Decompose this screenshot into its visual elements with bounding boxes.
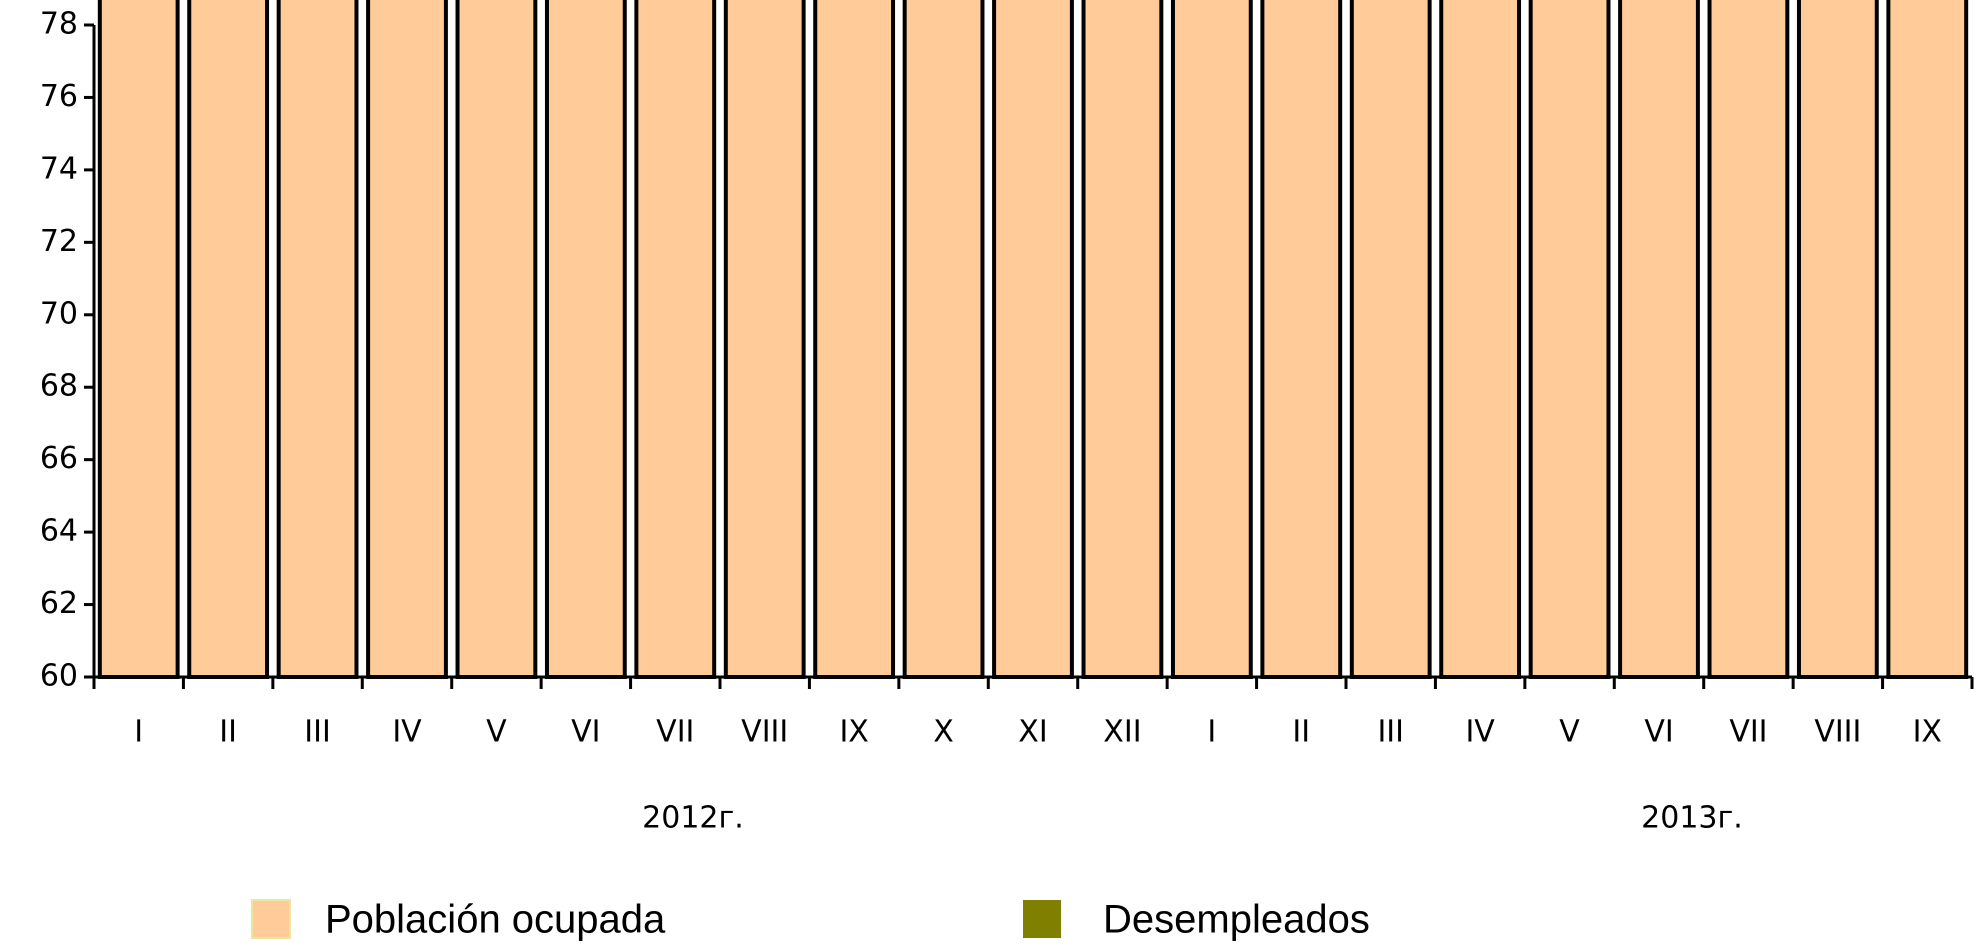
x-tick-label: IX xyxy=(1913,715,1942,750)
x-tick-label: XII xyxy=(1103,715,1141,750)
x-tick-label: III xyxy=(304,715,331,750)
legend-label: Desempleados xyxy=(1103,898,1370,942)
y-tick-label: 78 xyxy=(40,7,78,42)
x-tick-label: II xyxy=(219,715,237,750)
bar-segment xyxy=(1886,0,1969,679)
x-tick-label: I xyxy=(1207,715,1216,750)
legend-swatch xyxy=(1023,900,1061,938)
x-tick-label: V xyxy=(1559,715,1580,750)
bar-segment xyxy=(723,0,806,679)
bar-segment xyxy=(1796,0,1879,679)
x-tick-label: X xyxy=(933,715,954,750)
bar-segment xyxy=(813,0,896,679)
bar-segment xyxy=(992,0,1074,679)
y-tick-label: 74 xyxy=(40,151,78,186)
x-tick-label: VIII xyxy=(1814,715,1861,750)
bar-segment xyxy=(1349,0,1432,679)
bar-segment xyxy=(97,0,180,680)
bar-segment xyxy=(1170,0,1253,679)
x-tick-label: VIII xyxy=(741,715,788,750)
x-tick-label: XI xyxy=(1018,715,1047,750)
legend-swatch xyxy=(251,899,291,939)
bar-segment xyxy=(1081,0,1164,679)
bar-segment xyxy=(902,0,985,679)
bar-segment xyxy=(544,0,627,679)
y-tick-label: 76 xyxy=(40,79,78,114)
x-tick-label: V xyxy=(486,715,507,750)
y-tick-label: 72 xyxy=(40,224,78,259)
bar-segment xyxy=(1260,0,1343,679)
x-tick-label: II xyxy=(1292,715,1310,750)
y-tick-label: 60 xyxy=(40,659,78,694)
bar-segment xyxy=(455,0,538,679)
x-tick-label: VII xyxy=(656,715,694,750)
x-tick-label: I xyxy=(134,715,143,750)
x-tick-label: IX xyxy=(839,715,868,750)
bar-segment xyxy=(276,0,359,680)
group-label: 2013г. xyxy=(1641,801,1743,836)
bar-segment xyxy=(634,0,717,679)
y-tick-label: 70 xyxy=(40,296,78,331)
y-tick-label: 66 xyxy=(40,441,78,476)
bar-segment xyxy=(1618,0,1700,679)
y-tick-label: 62 xyxy=(40,586,78,621)
bar-segment xyxy=(1439,0,1522,679)
x-tick-label: III xyxy=(1377,715,1404,750)
legend-label: Población ocupada xyxy=(325,898,666,942)
y-tick-label: 64 xyxy=(40,514,78,549)
group-label: 2012г. xyxy=(642,801,744,836)
y-tick-label: 68 xyxy=(40,369,78,404)
bar-segment xyxy=(1528,0,1611,679)
bar-segment xyxy=(187,0,270,679)
x-tick-label: VI xyxy=(1644,715,1673,750)
x-tick-label: VII xyxy=(1729,715,1767,750)
x-tick-label: VI xyxy=(571,715,600,750)
x-tick-label: IV xyxy=(392,715,422,750)
x-tick-label: IV xyxy=(1465,715,1495,750)
bar-segment xyxy=(1707,0,1790,679)
bar-segment xyxy=(366,0,448,679)
